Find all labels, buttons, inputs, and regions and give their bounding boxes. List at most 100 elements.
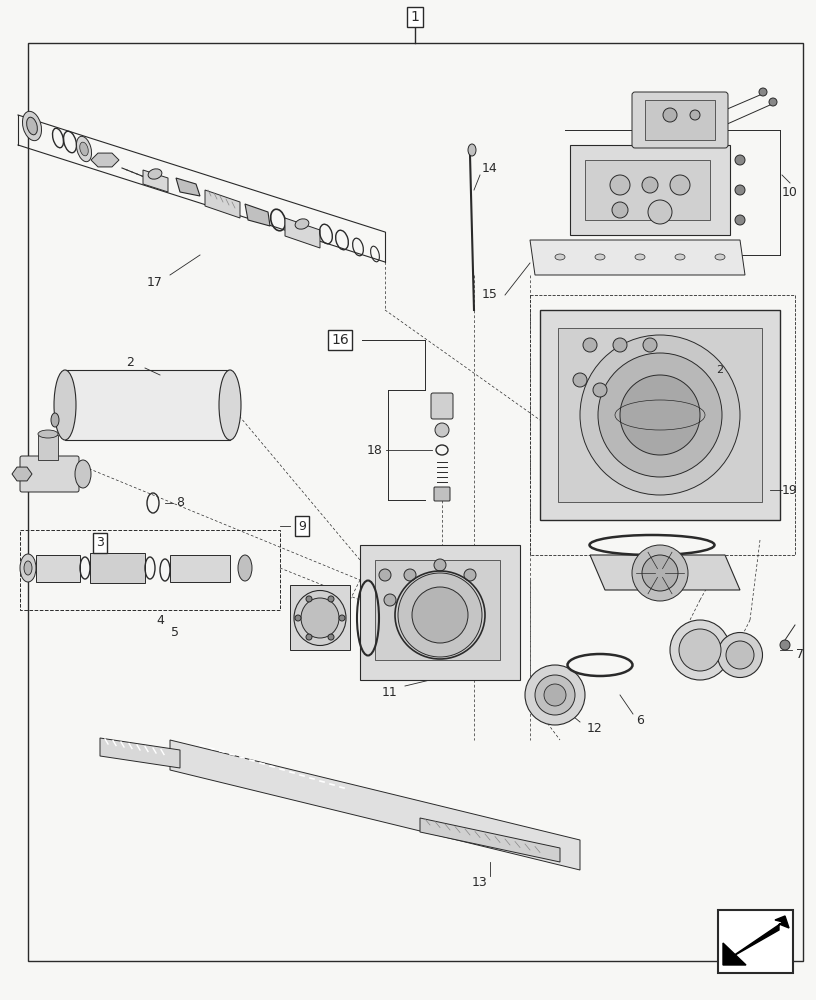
Polygon shape — [170, 555, 230, 582]
Circle shape — [598, 353, 722, 477]
FancyBboxPatch shape — [20, 456, 79, 492]
Polygon shape — [723, 943, 746, 965]
Polygon shape — [90, 553, 145, 583]
Polygon shape — [12, 467, 32, 481]
Polygon shape — [205, 190, 240, 218]
Ellipse shape — [38, 430, 58, 438]
Ellipse shape — [468, 144, 476, 156]
Circle shape — [769, 98, 777, 106]
Circle shape — [642, 555, 678, 591]
Polygon shape — [36, 555, 80, 582]
Ellipse shape — [301, 598, 339, 638]
Ellipse shape — [435, 423, 449, 437]
Circle shape — [328, 634, 334, 640]
Circle shape — [663, 108, 677, 122]
Text: 6: 6 — [636, 714, 644, 726]
Polygon shape — [143, 170, 168, 192]
Polygon shape — [100, 738, 180, 768]
Ellipse shape — [555, 254, 565, 260]
Circle shape — [620, 375, 700, 455]
Ellipse shape — [294, 590, 346, 646]
Circle shape — [412, 587, 468, 643]
Text: 14: 14 — [482, 161, 498, 174]
Circle shape — [379, 569, 391, 581]
Ellipse shape — [24, 561, 32, 575]
Bar — [20, 530, 280, 610]
Ellipse shape — [715, 254, 725, 260]
Polygon shape — [730, 916, 789, 958]
FancyBboxPatch shape — [632, 92, 728, 148]
Circle shape — [613, 338, 627, 352]
Ellipse shape — [23, 111, 42, 141]
Ellipse shape — [20, 554, 36, 582]
Polygon shape — [245, 204, 270, 226]
Circle shape — [593, 383, 607, 397]
Ellipse shape — [726, 641, 754, 669]
Bar — [38, 435, 58, 460]
Circle shape — [384, 594, 396, 606]
Text: 10: 10 — [782, 186, 798, 200]
Bar — [375, 560, 500, 660]
Polygon shape — [530, 240, 745, 275]
FancyBboxPatch shape — [431, 393, 453, 419]
Circle shape — [735, 155, 745, 165]
Ellipse shape — [27, 117, 38, 135]
Ellipse shape — [295, 219, 309, 229]
Circle shape — [648, 200, 672, 224]
Circle shape — [339, 615, 345, 621]
Bar — [585, 160, 710, 220]
Circle shape — [670, 175, 690, 195]
Text: 17: 17 — [147, 275, 163, 288]
Text: 15: 15 — [482, 288, 498, 302]
Polygon shape — [420, 818, 560, 862]
Text: 19: 19 — [782, 484, 798, 496]
Circle shape — [642, 177, 658, 193]
Circle shape — [735, 185, 745, 195]
Bar — [530, 295, 795, 555]
Ellipse shape — [219, 370, 241, 440]
Ellipse shape — [544, 684, 566, 706]
Circle shape — [573, 373, 587, 387]
Text: 2: 2 — [716, 365, 724, 375]
Circle shape — [780, 640, 790, 650]
Polygon shape — [91, 153, 119, 167]
Polygon shape — [176, 178, 200, 196]
Circle shape — [398, 573, 482, 657]
Text: 9: 9 — [298, 520, 306, 532]
Ellipse shape — [535, 675, 575, 715]
Ellipse shape — [679, 629, 721, 671]
Polygon shape — [290, 585, 350, 650]
FancyBboxPatch shape — [434, 487, 450, 501]
Polygon shape — [170, 740, 580, 870]
Text: 11: 11 — [382, 686, 398, 698]
Circle shape — [610, 175, 630, 195]
Circle shape — [632, 545, 688, 601]
Circle shape — [295, 615, 301, 621]
Polygon shape — [285, 218, 320, 248]
Ellipse shape — [75, 460, 91, 488]
Bar — [645, 100, 715, 140]
Polygon shape — [590, 555, 740, 590]
Circle shape — [328, 596, 334, 602]
Circle shape — [690, 110, 700, 120]
Circle shape — [434, 559, 446, 571]
Ellipse shape — [80, 142, 88, 156]
Ellipse shape — [77, 136, 91, 162]
Polygon shape — [360, 545, 520, 680]
Ellipse shape — [149, 169, 162, 179]
Text: 2: 2 — [126, 356, 134, 368]
Text: 12: 12 — [588, 722, 603, 734]
Circle shape — [464, 569, 476, 581]
Ellipse shape — [670, 620, 730, 680]
Text: 3: 3 — [96, 536, 104, 550]
Ellipse shape — [595, 254, 605, 260]
Text: 7: 7 — [796, 648, 804, 662]
Circle shape — [759, 88, 767, 96]
Text: 5: 5 — [171, 626, 179, 639]
Polygon shape — [540, 310, 780, 520]
Text: 1: 1 — [410, 10, 419, 24]
Ellipse shape — [54, 370, 76, 440]
Circle shape — [612, 202, 628, 218]
Text: 16: 16 — [331, 333, 349, 347]
Ellipse shape — [717, 633, 762, 678]
